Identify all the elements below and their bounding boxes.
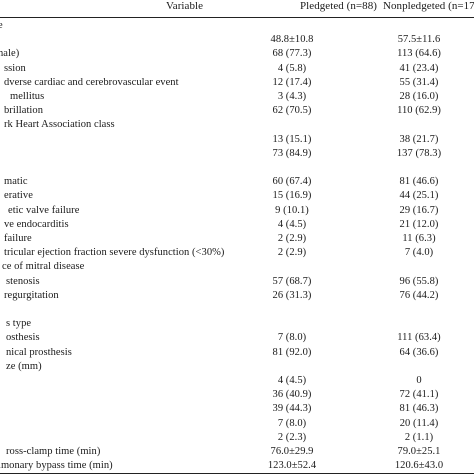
- table-cell-pledgeted: 4 (5.8): [277, 63, 307, 74]
- table-row-label: etic valve failure: [8, 205, 80, 216]
- table-cell-nonpledgeted: 11 (6.3): [402, 233, 436, 244]
- table-cell-pledgeted: 9 (10.1): [275, 205, 309, 216]
- table-cell-nonpledgeted: 38 (21.7): [399, 134, 439, 145]
- table-cell-nonpledgeted: 29 (16.7): [399, 205, 439, 216]
- table-cell-pledgeted: 15 (16.9): [272, 190, 312, 201]
- table-row-label: mellitus: [10, 91, 45, 102]
- table-row-label: matic: [4, 176, 28, 187]
- table-cell-pledgeted: 48.8±10.8: [270, 34, 314, 45]
- table-cell-pledgeted: 26 (31.3): [272, 290, 312, 301]
- table-cell-nonpledgeted: 64 (36.6): [399, 347, 439, 358]
- table-row-label: ze (mm): [6, 361, 42, 372]
- table-cell-pledgeted: 7 (8.0): [277, 418, 307, 429]
- table-cell-nonpledgeted: 44 (25.1): [399, 190, 439, 201]
- table-cell-pledgeted: 76.0±29.9: [270, 446, 314, 457]
- table-cell-pledgeted: 123.0±52.4: [267, 460, 317, 471]
- table-cell-nonpledgeted: 72 (41.1): [399, 389, 439, 400]
- table-row-label: brillation: [4, 105, 43, 116]
- table-row-label: rk Heart Association class: [4, 119, 115, 130]
- table-row-label: nale): [0, 48, 20, 59]
- table-cell-nonpledgeted: 96 (55.8): [399, 276, 439, 287]
- table-cell-pledgeted: 57 (68.7): [272, 276, 312, 287]
- header-nonpledgeted: Nonpledgeted (n=175): [383, 0, 474, 12]
- table-row-label: failure: [4, 233, 32, 244]
- header-pledgeted: Pledgeted (n=88): [300, 0, 377, 12]
- table-cell-pledgeted: 2 (2.9): [277, 247, 307, 258]
- table-cell-nonpledgeted: 28 (16.0): [399, 91, 439, 102]
- table-cell-nonpledgeted: 113 (64.6): [397, 48, 441, 59]
- table-cell-nonpledgeted: 0: [416, 375, 422, 386]
- table-row-label: ross-clamp time (min): [6, 446, 101, 457]
- table-row-label: ve endocarditis: [4, 219, 69, 230]
- header-variable: Variable: [166, 0, 204, 12]
- table-row-label: lmonary bypass time (min): [0, 460, 113, 471]
- table-cell-nonpledgeted: 79.0±25.1: [397, 446, 441, 457]
- table-cell-pledgeted: 4 (4.5): [277, 219, 307, 230]
- table-row-label: stenosis: [6, 276, 40, 287]
- table-cell-nonpledgeted: 111 (63.4): [397, 332, 441, 343]
- table-cell-nonpledgeted: 2 (1.1): [404, 432, 434, 443]
- table-cell-nonpledgeted: 21 (12.0): [399, 219, 439, 230]
- table-cell-nonpledgeted: 81 (46.6): [399, 176, 439, 187]
- table-cell-pledgeted: 7 (8.0): [277, 332, 307, 343]
- table-cell-nonpledgeted: 110 (62.9): [397, 105, 441, 116]
- table-cell-pledgeted: 36 (40.9): [272, 389, 312, 400]
- table-cell-nonpledgeted: 20 (11.4): [399, 418, 439, 429]
- table-cell-nonpledgeted: 41 (23.4): [399, 63, 439, 74]
- table-row-label: ce of mitral disease: [2, 261, 85, 272]
- table-cell-pledgeted: 62 (70.5): [272, 105, 312, 116]
- table-row-label: ssion: [4, 63, 26, 74]
- table-cell-nonpledgeted: 137 (78.3): [396, 148, 442, 159]
- table-cell-nonpledgeted: 76 (44.2): [399, 290, 439, 301]
- table-cell-pledgeted: 73 (84.9): [272, 148, 312, 159]
- table-row-label: s type: [6, 318, 32, 329]
- table-row-label: erative: [4, 190, 33, 201]
- table-cell-pledgeted: 2 (2.3): [277, 432, 307, 443]
- table-cell-pledgeted: 13 (15.1): [272, 134, 312, 145]
- table-row-label: regurgitation: [4, 290, 59, 301]
- table-cell-pledgeted: 81 (92.0): [272, 347, 312, 358]
- table-cell-pledgeted: 3 (4.3): [277, 91, 307, 102]
- table-cell-pledgeted: 60 (67.4): [272, 176, 312, 187]
- header-rule: [0, 17, 474, 18]
- table-cell-nonpledgeted: 120.6±43.0: [394, 460, 444, 471]
- table-cell-pledgeted: 4 (4.5): [277, 375, 307, 386]
- table-cell-nonpledgeted: 7 (4.0): [404, 247, 434, 258]
- table-row-label: osthesis: [6, 332, 40, 343]
- table-row-label: tricular ejection fraction severe dysfun…: [4, 247, 225, 258]
- table-cell-nonpledgeted: 81 (46.3): [399, 403, 439, 414]
- table-row-label: nical prosthesis: [6, 347, 72, 358]
- table-cell-pledgeted: 68 (77.3): [272, 48, 312, 59]
- table-row-label: e: [0, 20, 3, 31]
- table-cell-pledgeted: 39 (44.3): [272, 403, 312, 414]
- table-cell-nonpledgeted: 57.5±11.6: [397, 34, 441, 45]
- table-cell-nonpledgeted: 55 (31.4): [399, 77, 439, 88]
- table-cell-pledgeted: 12 (17.4): [272, 77, 312, 88]
- table-cell-pledgeted: 2 (2.9): [277, 233, 307, 244]
- table-row-label: dverse cardiac and cerebrovascular event: [4, 77, 179, 88]
